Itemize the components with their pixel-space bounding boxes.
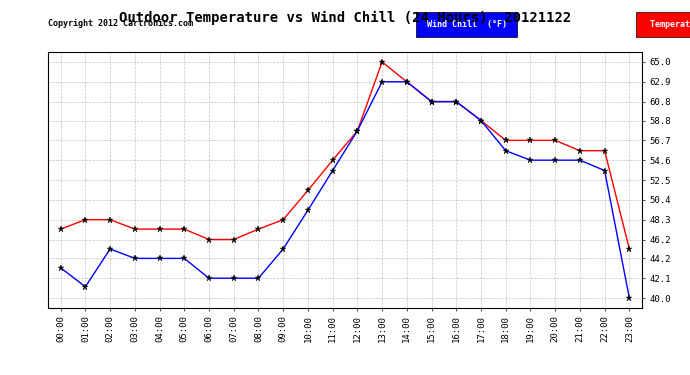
Text: Temperature  (°F): Temperature (°F)	[650, 20, 690, 29]
Text: Copyright 2012 Cartronics.com: Copyright 2012 Cartronics.com	[48, 20, 193, 28]
FancyBboxPatch shape	[635, 12, 690, 37]
FancyBboxPatch shape	[416, 12, 517, 37]
Text: Wind Chill  (°F): Wind Chill (°F)	[426, 20, 506, 29]
Text: Outdoor Temperature vs Wind Chill (24 Hours)  20121122: Outdoor Temperature vs Wind Chill (24 Ho…	[119, 11, 571, 26]
